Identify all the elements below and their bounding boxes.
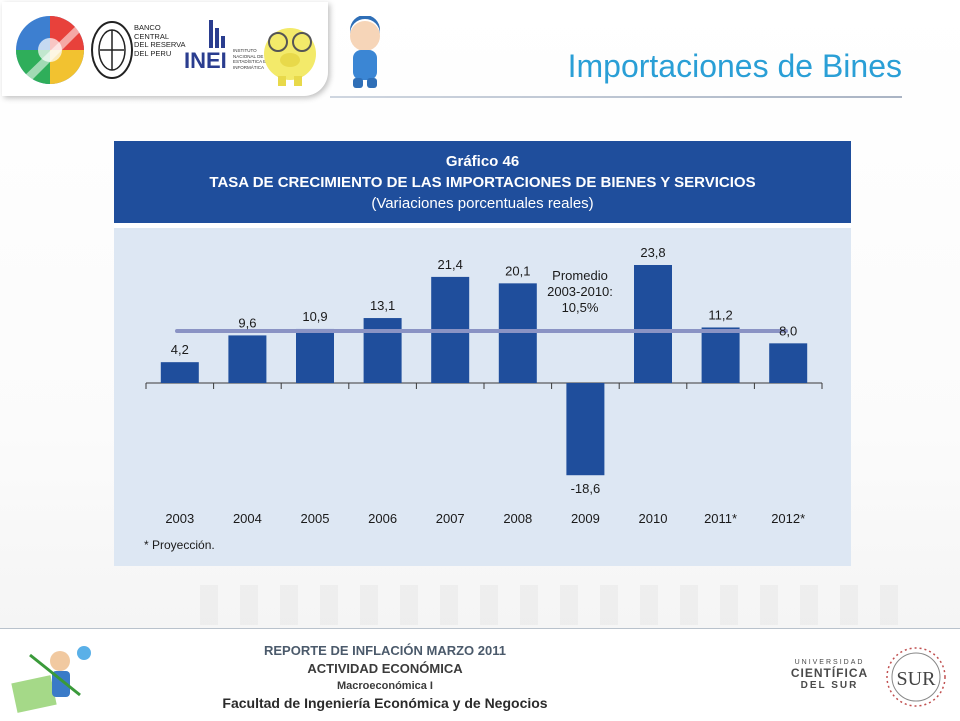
- sur-seal-icon: SUR: [886, 647, 946, 707]
- university-line-3: DEL SUR: [800, 680, 859, 691]
- peru-logo: [16, 16, 84, 86]
- university-line-1: UNIVERSIDAD: [794, 659, 865, 666]
- slide-title: Importaciones de Bines: [567, 48, 902, 84]
- inei-logo-text: INEI: [184, 48, 227, 73]
- inei-line-2: NACIONAL DE: [233, 53, 264, 59]
- university-logo: UNIVERSIDAD CIENTÍFICA DEL SUR: [782, 659, 877, 691]
- sur-seal-text: SUR: [897, 668, 937, 690]
- university-line-2: CIENTÍFICA: [790, 666, 869, 680]
- bar-2005: [296, 328, 334, 383]
- bar-2008: [498, 283, 537, 383]
- value-label: 8,0: [779, 323, 797, 338]
- inei-line-3: ESTADÍSTICA E: [233, 59, 267, 64]
- chart-title: TASA DE CRECIMIENTO DE LAS IMPORTACIONES…: [209, 174, 756, 191]
- x-tick-label: 2008: [503, 511, 532, 526]
- bar-2011-proj: [701, 327, 740, 383]
- value-label: 20,1: [505, 263, 530, 278]
- average-annotation: Promedio: [552, 268, 608, 283]
- average-annotation: 10,5%: [562, 300, 599, 315]
- logo-panel: BANCO CENTRAL DEL RESERVA DEL PERU INEI …: [2, 2, 380, 96]
- x-tick-label: 2006: [368, 511, 397, 526]
- chart-footnote: * Proyección.: [144, 538, 215, 552]
- bcrp-logo-text: BANCO CENTRAL DEL RESERVA DEL PERU: [134, 23, 186, 58]
- x-tick-label: 2012*: [771, 511, 805, 526]
- value-label: 10,9: [302, 309, 327, 324]
- chart-header-separator: [114, 223, 851, 228]
- footer-section: ACTIVIDAD ECONÓMICA: [307, 661, 463, 676]
- chart-figure: Gráfico 46 TASA DE CRECIMIENTO DE LAS IM…: [114, 141, 851, 566]
- bar-2009: [566, 383, 605, 476]
- x-tick-label: 2003: [165, 511, 194, 526]
- footer-report-title: REPORTE DE INFLACIÓN MARZO 2011: [264, 643, 506, 658]
- piggy-bank-logo: [264, 28, 316, 86]
- bar-2003: [160, 362, 199, 383]
- chart-subtitle: (Variaciones porcentuales reales): [371, 195, 594, 212]
- footer-bar: REPORTE DE INFLACIÓN MARZO 2011 ACTIVIDA…: [0, 628, 960, 721]
- title-underline: [330, 96, 902, 98]
- value-label: -18,6: [571, 481, 601, 496]
- background-sketch: [200, 585, 900, 625]
- value-label: 13,1: [370, 298, 395, 313]
- bcrp-line-3: DEL RESERVA: [134, 40, 186, 49]
- x-tick-label: 2011*: [704, 511, 737, 526]
- bar-2010: [634, 265, 672, 383]
- footer-course: Macroeconómica I: [337, 680, 433, 692]
- bar-chart: 4,2 9,6 10,9 13,1 21,4 20,1 -18,6 23,8 11,2 8,0 20…: [145, 245, 823, 526]
- bcrp-line-1: BANCO: [134, 23, 161, 32]
- bcrp-line-2: CENTRAL: [134, 31, 170, 41]
- value-label: 21,4: [438, 257, 463, 272]
- x-tick-label: 2009: [571, 511, 600, 526]
- x-tick-label: 2010: [639, 511, 668, 526]
- value-label: 4,2: [171, 342, 189, 357]
- value-label: 23,8: [640, 245, 665, 260]
- chart-header: Gráfico 46 TASA DE CRECIMIENTO DE LAS IM…: [114, 141, 851, 223]
- pocoyo-logo: [350, 16, 380, 88]
- bcrp-line-4: DEL PERU: [134, 48, 172, 58]
- chart-number: Gráfico 46: [445, 153, 520, 170]
- inei-logo-caption: INSTITUTO NACIONAL DE ESTADÍSTICA E INFO…: [233, 48, 266, 70]
- bar-2006: [363, 318, 402, 383]
- average-annotation: 2003-2010:: [547, 284, 613, 299]
- x-tick-label: 2007: [436, 511, 465, 526]
- bcrp-logo: [91, 21, 133, 79]
- footer-illustration: [11, 646, 91, 713]
- value-label: 9,6: [238, 315, 256, 330]
- inei-logo-mark: [209, 20, 225, 48]
- inei-line-1: INSTITUTO: [233, 48, 257, 53]
- x-tick-label: 2004: [233, 511, 262, 526]
- x-tick-label: 2005: [301, 511, 330, 526]
- value-label: 11,2: [708, 307, 732, 322]
- bar-2012-proj: [769, 343, 808, 383]
- bar-2004: [228, 335, 267, 383]
- footer-faculty: Facultad de Ingeniería Económica y de Ne…: [222, 695, 548, 711]
- inei-line-4: INFORMÁTICA: [233, 64, 264, 70]
